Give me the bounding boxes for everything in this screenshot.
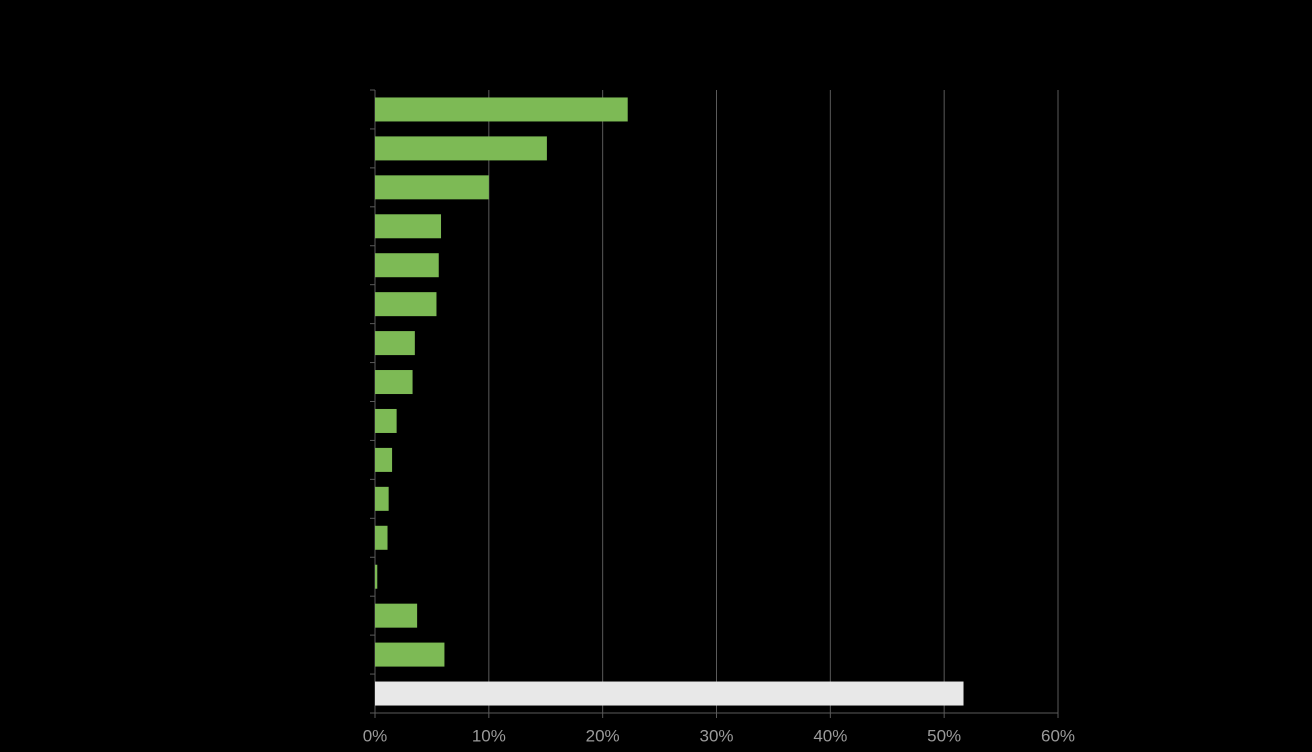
bar (375, 486, 389, 511)
x-tick-label: 40% (813, 726, 847, 745)
bar (375, 370, 413, 395)
bar (375, 408, 397, 433)
x-tick-label: 60% (1041, 726, 1075, 745)
bar (375, 642, 445, 667)
bar (375, 253, 439, 278)
bar (375, 136, 547, 161)
bar (375, 681, 964, 706)
x-tick-label: 30% (699, 726, 733, 745)
bar (375, 175, 489, 200)
x-tick-label: 0% (363, 726, 388, 745)
bar (375, 447, 393, 472)
x-tick-label: 50% (927, 726, 961, 745)
bar (375, 292, 437, 317)
bar (375, 525, 388, 550)
bar (375, 564, 378, 589)
x-tick-label: 20% (586, 726, 620, 745)
x-tick-label: 10% (472, 726, 506, 745)
bar (375, 214, 442, 239)
bar (375, 331, 415, 356)
bar (375, 97, 628, 122)
bar (375, 603, 418, 628)
